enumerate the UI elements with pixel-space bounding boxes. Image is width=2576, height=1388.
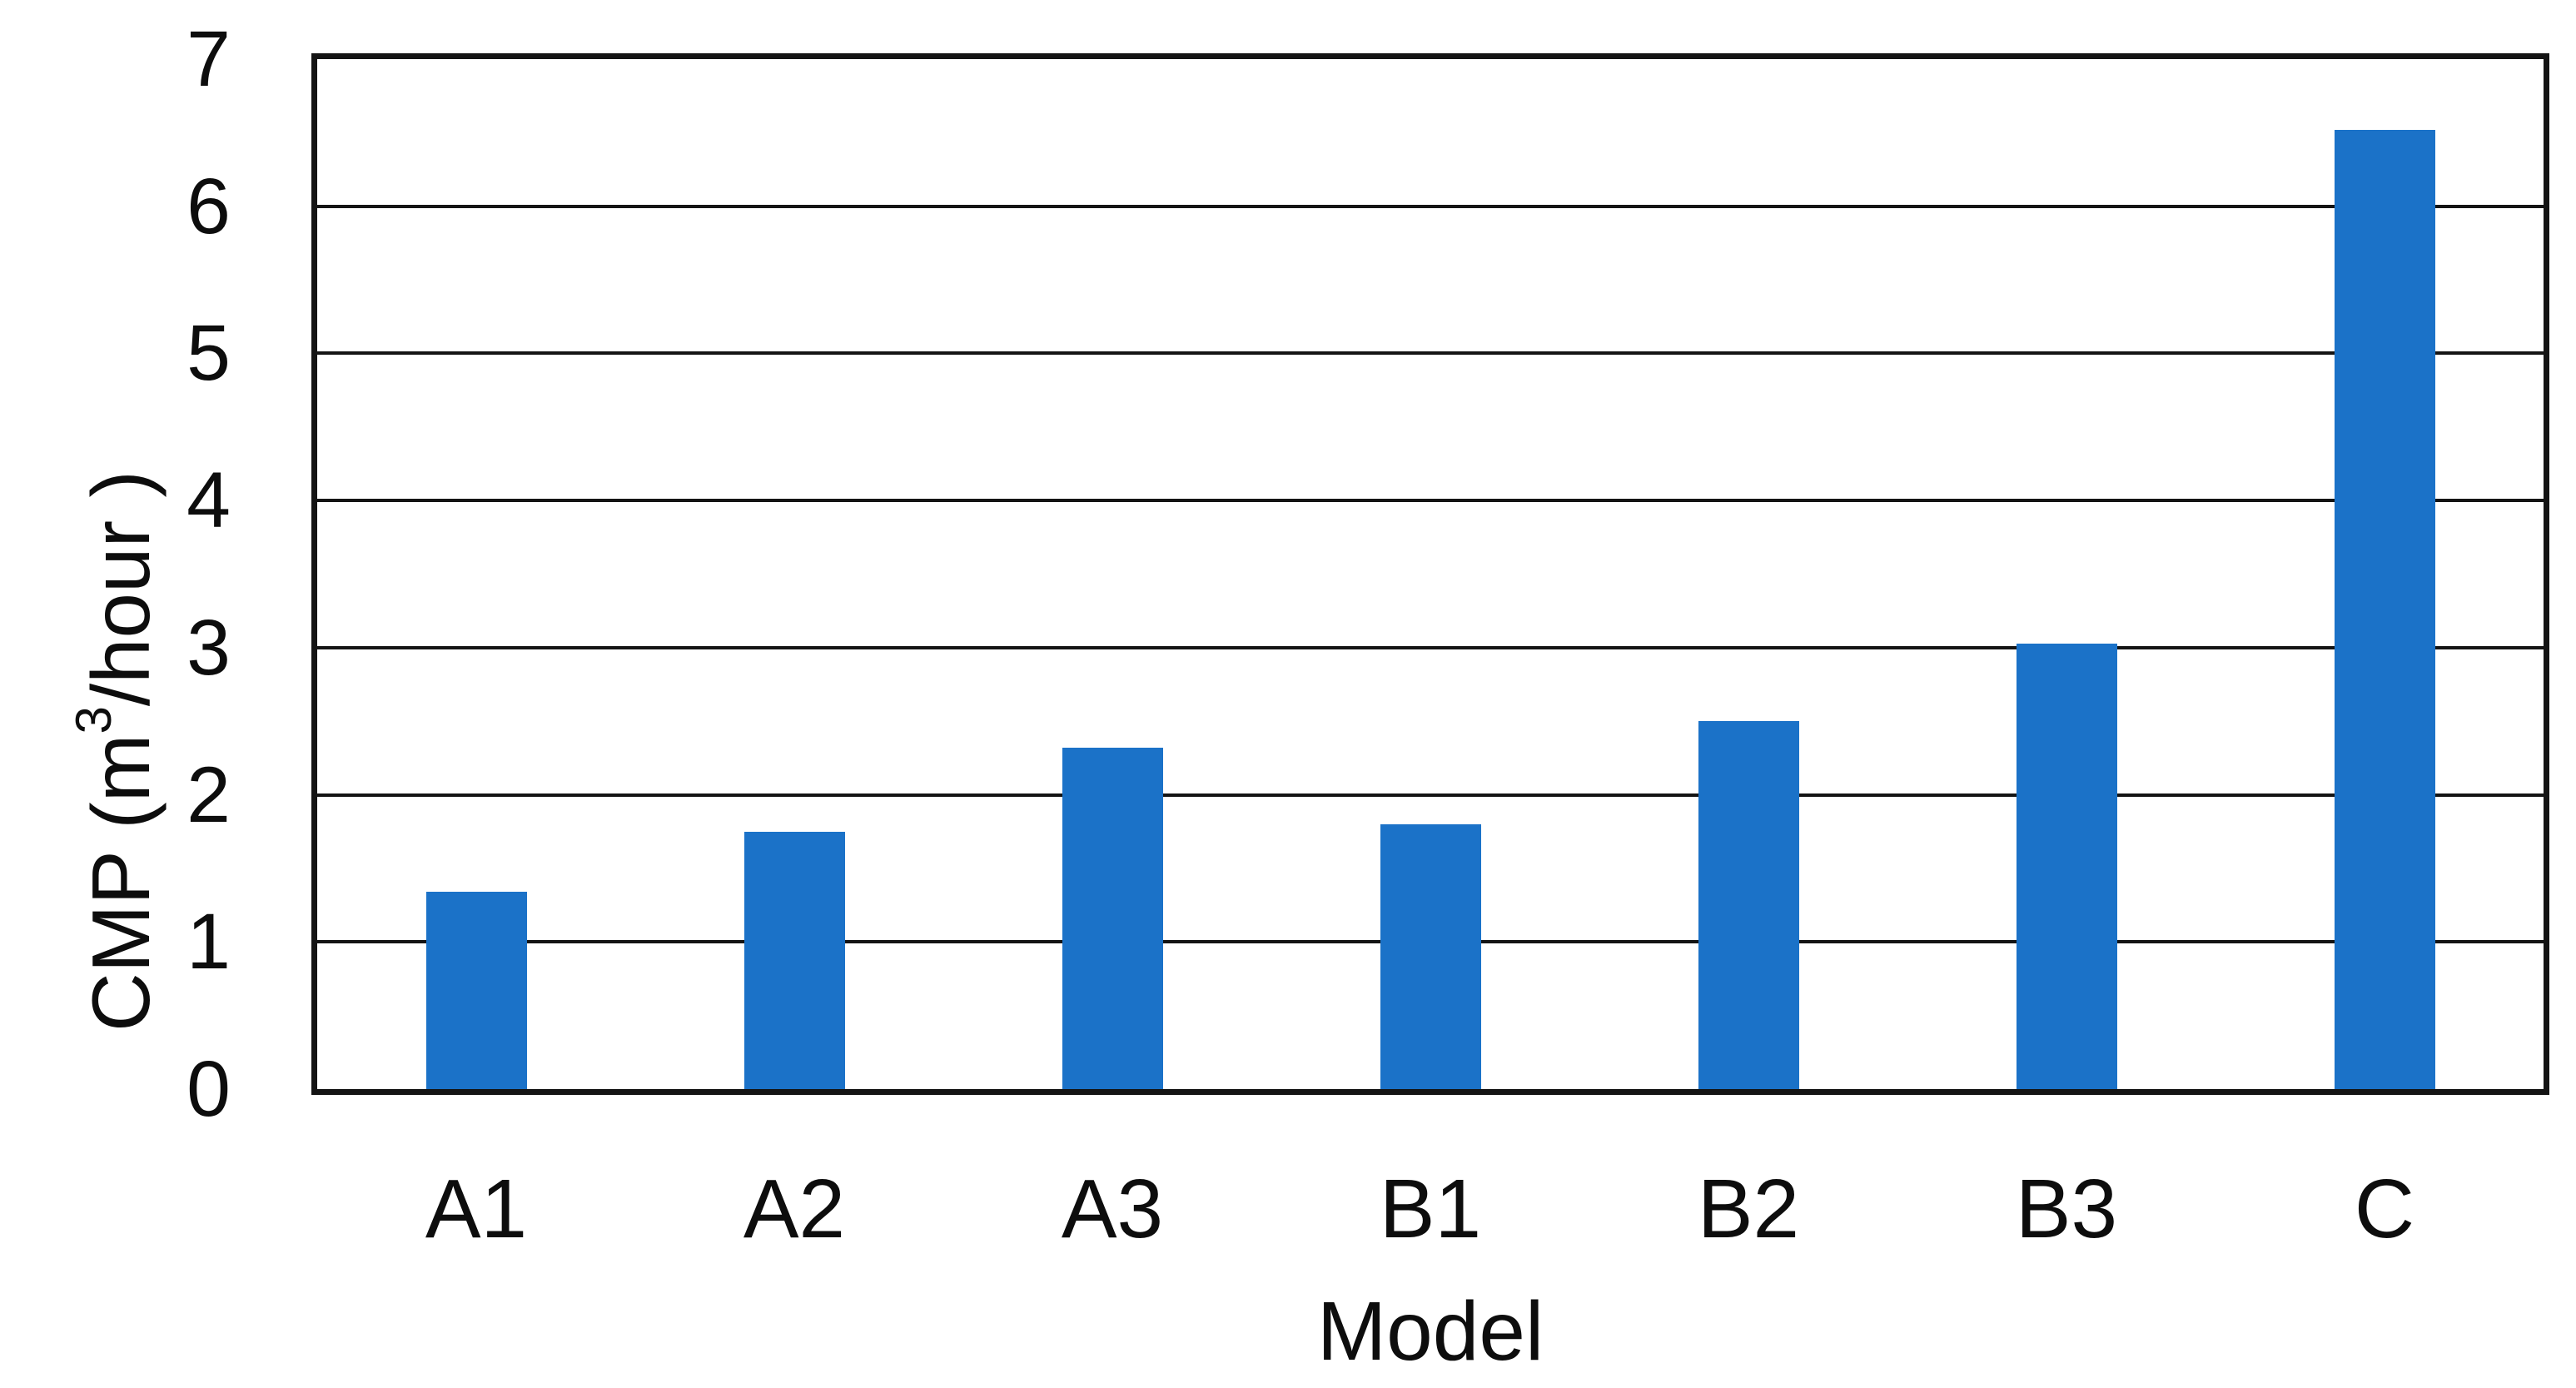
y-tick-label-2: 2 [186, 750, 231, 839]
x-axis-tick-labels: A1 A2 A3 B1 B2 B3 C [317, 1157, 2544, 1266]
x-tick-label-A1: A1 [425, 1162, 528, 1256]
y-tick-label-3: 3 [186, 603, 231, 692]
gridline-y-4 [317, 499, 2544, 503]
bar-slot-A3 [953, 59, 1271, 1089]
bar-series [317, 59, 2544, 1089]
x-tick-label-B2: B2 [1697, 1162, 1800, 1256]
y-tick-label-0: 0 [186, 1045, 231, 1133]
bar-B2 [1698, 721, 1799, 1089]
bar-A2 [743, 831, 845, 1089]
y-tick-label-5: 5 [186, 309, 231, 398]
bar-A3 [1062, 748, 1163, 1089]
x-tick-label-C: C [2354, 1162, 2415, 1256]
bar-slot-C [2225, 59, 2544, 1089]
y-tick-label-6: 6 [186, 162, 231, 251]
bar-B3 [2016, 643, 2117, 1089]
x-tick-label-B3: B3 [2015, 1162, 2118, 1256]
y-axis-title-superscript: 3 [66, 706, 122, 734]
gridline-y-3 [317, 645, 2544, 649]
y-tick-label-4: 4 [186, 456, 231, 545]
bar-slot-A1 [317, 59, 635, 1089]
gridline-y-2 [317, 793, 2544, 797]
x-tick-label-A2: A2 [743, 1162, 846, 1256]
y-tick-label-1: 1 [186, 898, 231, 987]
x-axis-title: Model [1316, 1285, 1544, 1378]
y-tick-label-7: 7 [186, 15, 231, 103]
plot-area [311, 53, 2549, 1095]
x-tick-label-A3: A3 [1061, 1162, 1164, 1256]
bar-B1 [1380, 823, 1481, 1089]
gridline-y-6 [317, 204, 2544, 208]
bar-slot-B3 [1907, 59, 2225, 1089]
bar-C [2334, 129, 2435, 1089]
x-tick-label-B1: B1 [1379, 1162, 1482, 1256]
bar-slot-A2 [635, 59, 953, 1089]
gridline-y-5 [317, 351, 2544, 356]
bar-slot-B1 [1271, 59, 1589, 1089]
bar-A1 [425, 892, 527, 1089]
bar-slot-B2 [1589, 59, 1907, 1089]
